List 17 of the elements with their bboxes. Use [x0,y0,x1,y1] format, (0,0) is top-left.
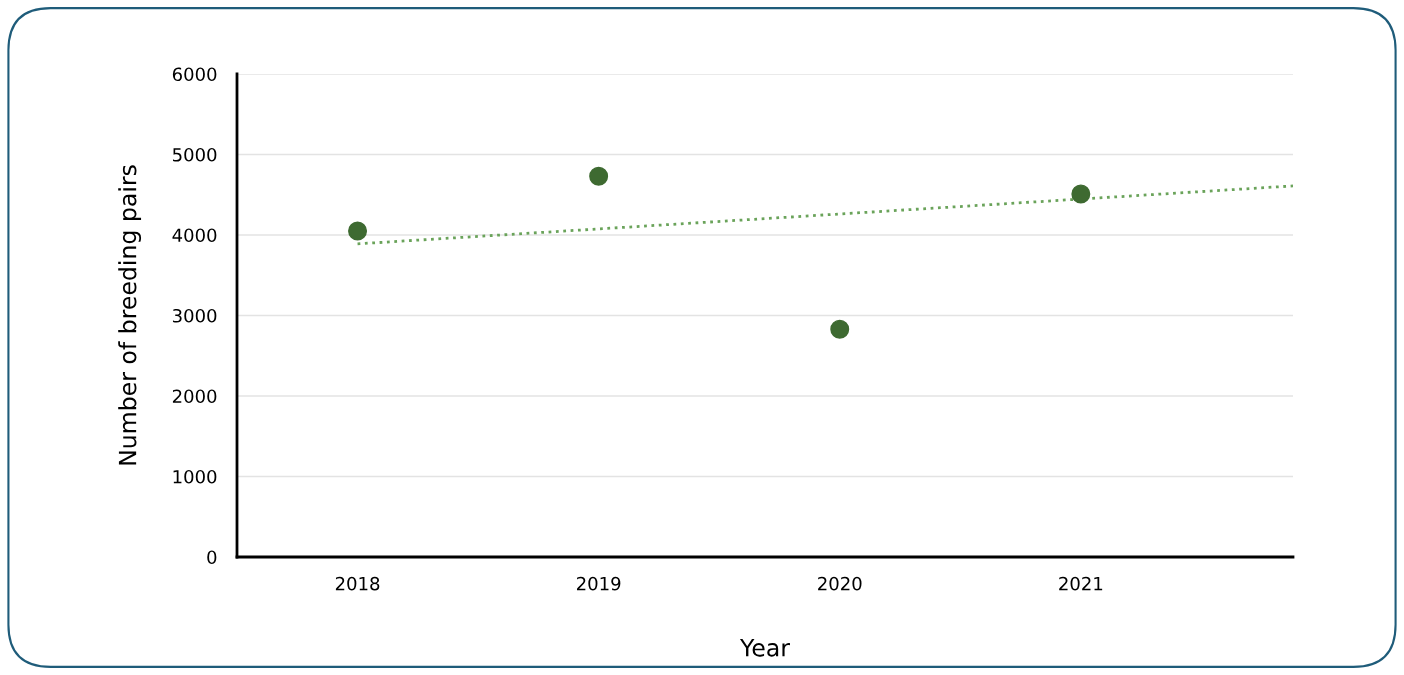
point [589,166,609,186]
y-tick-label: 0 [207,550,217,565]
x-tick-label: 2018 [335,576,380,591]
point [348,221,368,241]
x-axis-title: Year [739,639,790,657]
y-tick-label: 5000 [173,147,217,162]
y-tick-label: 6000 [172,67,217,82]
point [830,319,850,339]
x-tick-label: 2021 [1059,576,1103,591]
y-tick-label: 3000 [172,308,217,323]
y-tick-label: 4000 [172,228,217,243]
x-tick-label: 2019 [576,576,621,591]
y-tick-label: 2000 [172,389,217,404]
y-axis-title: Number of breeding pairs [118,165,142,465]
x-tick-label: 2020 [818,576,862,591]
y-tick-label: 1000 [173,469,217,484]
point [1071,184,1091,204]
